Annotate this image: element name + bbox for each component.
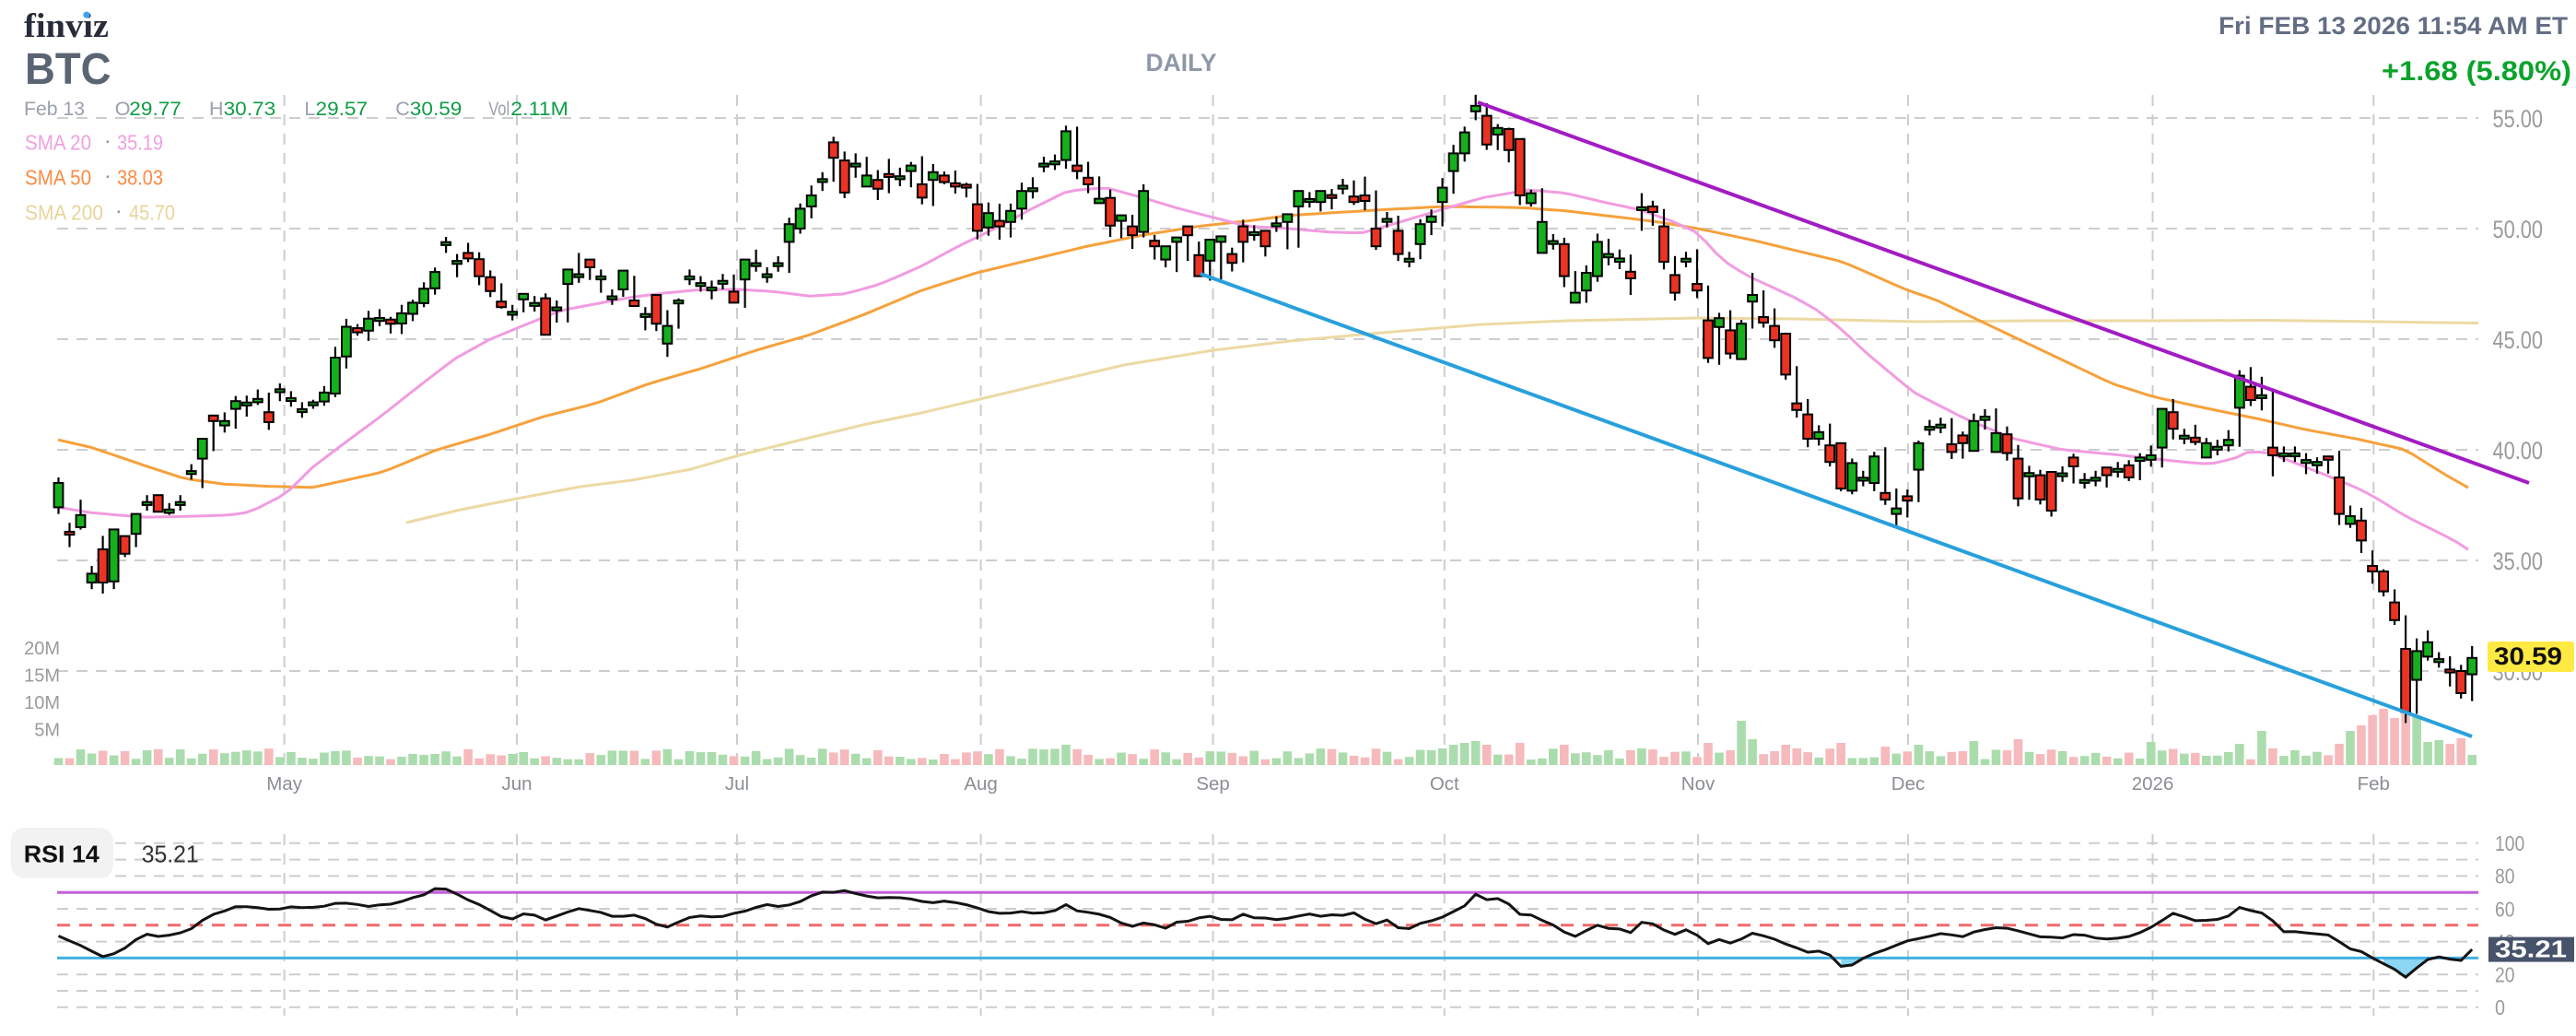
svg-text:May: May — [266, 773, 302, 795]
svg-text:Fri FEB 13 2026 11:54 AM ET: Fri FEB 13 2026 11:54 AM ET — [2219, 12, 2569, 40]
svg-text:+1.68 (5.80%): +1.68 (5.80%) — [2382, 56, 2571, 87]
svg-text:38.03: 38.03 — [117, 166, 163, 190]
svg-text:10M: 10M — [24, 693, 60, 713]
svg-text:80: 80 — [2495, 865, 2515, 889]
svg-text:2.11M: 2.11M — [510, 98, 568, 120]
svg-text:20: 20 — [2495, 963, 2515, 987]
svg-text:H: H — [209, 98, 224, 120]
svg-text:finviz: finviz — [24, 7, 109, 45]
svg-text:Nov: Nov — [1681, 773, 1715, 795]
svg-text:45.70: 45.70 — [129, 201, 175, 225]
svg-text:BTC: BTC — [25, 45, 111, 94]
svg-text:0: 0 — [2495, 995, 2505, 1019]
svg-text:55.00: 55.00 — [2493, 105, 2544, 133]
svg-text:Dec: Dec — [1891, 773, 1925, 795]
svg-text:Vol: Vol — [488, 98, 509, 120]
svg-text:SMA 50: SMA 50 — [25, 166, 91, 190]
svg-text:29.77: 29.77 — [129, 98, 181, 120]
svg-text:30.73: 30.73 — [224, 98, 276, 120]
svg-text:Aug: Aug — [964, 773, 997, 795]
svg-text:35.19: 35.19 — [117, 131, 163, 155]
svg-text:35.21: 35.21 — [2495, 936, 2567, 963]
svg-text:15M: 15M — [24, 666, 60, 687]
svg-text:RSI 14: RSI 14 — [24, 842, 100, 867]
svg-text:30.59: 30.59 — [2494, 642, 2562, 670]
svg-text:SMA 20: SMA 20 — [25, 131, 91, 155]
svg-text:·: · — [115, 198, 123, 222]
svg-text:40.00: 40.00 — [2493, 437, 2544, 465]
svg-text:O: O — [115, 98, 131, 120]
svg-text:2026: 2026 — [2132, 773, 2174, 795]
svg-text:Jun: Jun — [501, 773, 532, 795]
svg-text:60: 60 — [2495, 897, 2515, 921]
svg-text:Jul: Jul — [725, 773, 749, 795]
svg-text:·: · — [104, 163, 111, 187]
svg-text:Feb 13: Feb 13 — [24, 98, 85, 120]
svg-text:100: 100 — [2495, 831, 2524, 855]
svg-text:Feb: Feb — [2358, 773, 2390, 795]
svg-text:DAILY: DAILY — [1146, 49, 1217, 77]
svg-text:35.21: 35.21 — [142, 842, 199, 867]
svg-text:5M: 5M — [34, 721, 60, 741]
svg-text:Sep: Sep — [1196, 773, 1229, 795]
svg-text:20M: 20M — [24, 639, 60, 659]
svg-text:·: · — [104, 128, 111, 152]
svg-text:35.00: 35.00 — [2493, 547, 2544, 575]
svg-text:L: L — [304, 98, 315, 120]
svg-text:Oct: Oct — [1430, 773, 1459, 795]
svg-text:29.57: 29.57 — [316, 98, 369, 120]
svg-text:45.00: 45.00 — [2493, 326, 2544, 354]
svg-text:50.00: 50.00 — [2493, 216, 2544, 243]
svg-text:C: C — [395, 98, 410, 120]
svg-text:30.59: 30.59 — [410, 98, 463, 120]
svg-text:SMA 200: SMA 200 — [25, 201, 103, 225]
